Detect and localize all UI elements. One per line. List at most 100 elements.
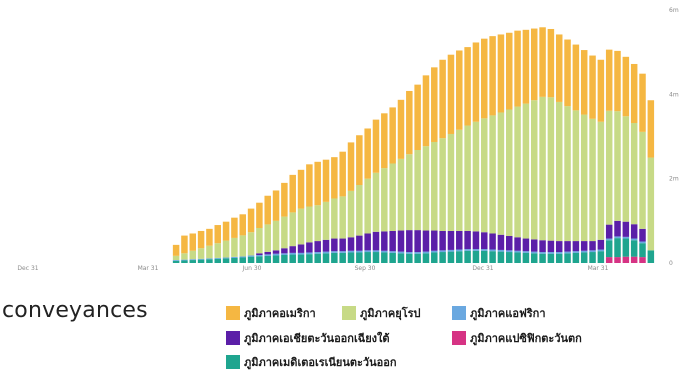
stacked-bar-chart: Dec 31 Mar 31 Jun 30 Sep 30 Dec 31 Mar 31 0 2m… <box>17 7 679 272</box>
bar-segment-s2-c41 <box>414 252 421 254</box>
bar-segment-s4-c21 <box>247 232 255 256</box>
bar-segment-s4-c55 <box>530 100 538 240</box>
bar-segment-s3-c30 <box>322 239 330 252</box>
bar-segment-s4-c34 <box>356 184 363 236</box>
bar-segment-s5-c20 <box>239 214 246 236</box>
bar-segment-s5-c19 <box>231 217 238 238</box>
bar-segment-s2-c46 <box>456 249 463 252</box>
bar-segment-s5-c21 <box>247 208 255 233</box>
bar-segment-s2-c38 <box>389 251 396 253</box>
bar-segment-s5-c24 <box>272 190 280 221</box>
bar-segment-s3-c33 <box>347 237 355 251</box>
bar-segment-s2-c45 <box>447 249 455 252</box>
bar-segment-s5-c16 <box>206 228 213 246</box>
bar-segment-s5-c34 <box>356 135 363 185</box>
bar-segment-s5-c64 <box>605 49 613 111</box>
bar-segment-s4-c15 <box>197 248 205 259</box>
x-tick-label: Mar 31 <box>138 265 159 272</box>
bar-segment-s0-c68 <box>639 257 646 263</box>
bar-segment-s3-c39 <box>397 230 405 252</box>
bar-segment-s2-c59 <box>564 251 571 254</box>
legend-label-europe: ภูมิภาคยุโรป <box>360 307 421 320</box>
bar-segment-s2-c23 <box>264 254 271 256</box>
bar-segment-s2-c60 <box>572 251 580 253</box>
y-axis-ticks: 0 2m 4m 6m <box>669 7 679 267</box>
bar-segment-s1-c67 <box>630 240 638 257</box>
bar-segment-s3-c59 <box>564 241 571 252</box>
bar-segment-s0-c64 <box>605 257 613 263</box>
bar-segment-s2-c26 <box>289 252 296 255</box>
bar-segment-s5-c41 <box>414 84 421 150</box>
legend-item-europe: ภูมิภาคยุโรป <box>342 304 421 322</box>
bar-segment-s5-c58 <box>555 34 563 102</box>
bar-segment-s1-c51 <box>497 251 505 263</box>
bar-segment-s4-c41 <box>414 149 421 231</box>
bar-segment-s3-c26 <box>289 246 296 253</box>
legend-label-western-pacific: ภูมิภาคแปซิฟิกตะวันตก <box>470 332 582 345</box>
legend-item-americas: ภูมิภาคอเมริกา <box>226 304 316 322</box>
bar-segment-s4-c47 <box>464 125 471 231</box>
legend-item-southeast-asia: ภูมิภาคเอเชียตะวันออกเฉียงใต้ <box>226 329 390 347</box>
bar-segment-s1-c38 <box>389 252 396 263</box>
bar-segment-s5-c18 <box>222 221 230 241</box>
bar-segment-s1-c69 <box>647 250 655 263</box>
bar-segment-s2-c36 <box>372 250 380 253</box>
bar-segment-s2-c52 <box>506 250 513 253</box>
bar-segment-s3-c40 <box>406 230 413 253</box>
bar-segment-s5-c35 <box>364 128 371 179</box>
bar-segment-s2-c22 <box>256 254 263 257</box>
bar-segment-s1-c57 <box>547 253 555 263</box>
bar-segment-s3-c48 <box>472 231 480 250</box>
bar-segment-s5-c39 <box>397 99 405 159</box>
bar-segment-s5-c25 <box>281 182 288 217</box>
bar-segment-s4-c64 <box>605 110 613 225</box>
bar-segment-s5-c22 <box>256 202 263 228</box>
bar-segment-s1-c25 <box>281 254 288 263</box>
x-tick-label: Jun 30 <box>242 265 262 272</box>
bar-segment-s4-c28 <box>306 206 313 243</box>
bar-segment-s4-c44 <box>439 138 446 231</box>
bar-segment-s5-c33 <box>347 142 355 191</box>
bar-segment-s2-c50 <box>489 249 496 252</box>
bar-segment-s4-c54 <box>522 103 530 239</box>
bar-segment-s2-c54 <box>522 251 530 253</box>
bar-segment-s3-c67 <box>630 224 638 239</box>
bar-segment-s4-c45 <box>447 133 455 231</box>
bar-segment-s2-c34 <box>356 250 363 253</box>
bar-segment-s3-c52 <box>506 236 513 251</box>
legend-swatch-africa <box>452 306 466 320</box>
bar-segment-s2-c16 <box>206 258 213 260</box>
bar-segment-s2-c57 <box>547 252 555 254</box>
bar-segment-s5-c61 <box>580 50 588 115</box>
bar-segment-s4-c66 <box>622 116 630 222</box>
bar-segment-s3-c65 <box>614 220 621 237</box>
bar-segment-s1-c37 <box>381 252 388 263</box>
bar-segment-s1-c40 <box>406 253 413 263</box>
bar-segment-s5-c54 <box>522 29 530 104</box>
bar-segment-s2-c32 <box>339 251 346 253</box>
bar-segment-s5-c69 <box>647 100 655 158</box>
bar-segment-s4-c18 <box>222 240 230 258</box>
bar-segment-s1-c19 <box>231 257 238 263</box>
bar-segment-s3-c66 <box>622 221 630 237</box>
bar-segment-s1-c32 <box>339 252 346 263</box>
bar-segment-s3-c28 <box>306 242 313 253</box>
bar-segment-s1-c34 <box>356 252 363 263</box>
bar-segment-s1-c66 <box>622 238 630 257</box>
bar-segment-s3-c64 <box>605 224 613 239</box>
bar-segment-s3-c63 <box>597 239 605 250</box>
bar-segment-s1-c58 <box>555 253 563 263</box>
bar-segment-s4-c29 <box>314 205 321 242</box>
bar-segment-s1-c56 <box>539 253 546 263</box>
bar-segment-s2-c66 <box>622 236 630 239</box>
bar-segment-s2-c20 <box>239 256 246 258</box>
bar-segment-s1-c54 <box>522 252 530 263</box>
bar-segment-s3-c43 <box>431 230 438 251</box>
bar-segment-s1-c59 <box>564 253 571 263</box>
bar-segment-s1-c65 <box>614 238 621 258</box>
bar-segment-s3-c25 <box>281 248 288 254</box>
bar-segment-s5-c14 <box>189 233 197 251</box>
bar-segment-s1-c61 <box>580 252 588 263</box>
legend-label-southeast-asia: ภูมิภาคเอเชียตะวันออกเฉียงใต้ <box>244 332 390 345</box>
bar-segment-s1-c39 <box>397 253 405 263</box>
